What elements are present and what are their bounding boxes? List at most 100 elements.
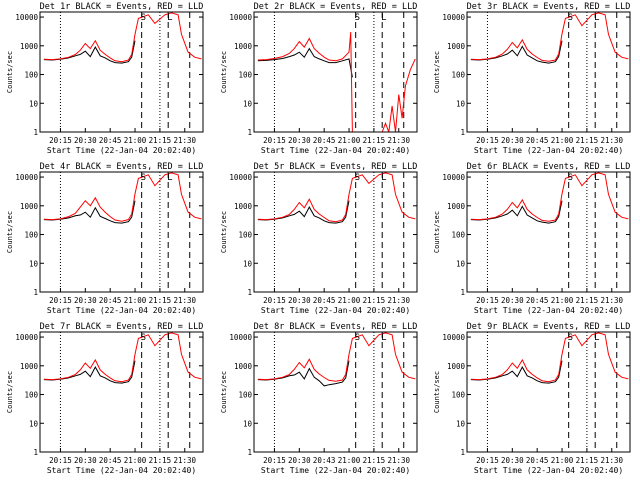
detector-panel-7: Det 7r BLACK = Events, RED = LLD Counts/s… [6, 322, 204, 475]
x-tick-label: 20:45 [99, 136, 122, 145]
y-tick-label: 10 [456, 259, 466, 268]
series-line-events [43, 360, 136, 384]
y-tick-label: 10000 [15, 333, 38, 342]
event-annotation: S [568, 13, 573, 23]
y-tick-label: 100 [238, 391, 252, 400]
x-tick-label: 21:15 [576, 456, 599, 465]
event-annotation: L [594, 333, 599, 343]
x-tick-label: 21:00 [124, 456, 147, 465]
y-tick-label: 1 [33, 288, 38, 297]
y-tick-label: 10000 [15, 173, 38, 182]
y-tick-label: 10 [29, 99, 39, 108]
x-tick-label: 20:30 [288, 296, 311, 305]
series-line-events [470, 360, 563, 384]
detector-panel-6: Det 6r BLACK = Events, RED = LLD Counts/s… [433, 162, 631, 315]
series-line-lld [257, 332, 416, 382]
x-tick-label: 20:30 [288, 136, 311, 145]
y-tick-label: 100 [24, 231, 38, 240]
x-axis-label: Start Time (22-Jan-04 20:02:40) [474, 466, 623, 475]
x-tick-label: 21:15 [576, 296, 599, 305]
x-tick-label: 21:15 [149, 296, 172, 305]
y-tick-label: 10 [456, 99, 466, 108]
panel-title: Det 9r BLACK = Events, RED = LLD [467, 322, 631, 332]
y-tick-label: 100 [451, 231, 465, 240]
series-line-lld [43, 332, 202, 383]
x-tick-label: 21:30 [600, 136, 623, 145]
detector-panel-5: Det 5r BLACK = Events, RED = LLD Counts/s… [220, 162, 418, 315]
y-tick-label: 10000 [229, 173, 252, 182]
y-tick-label: 100 [451, 391, 465, 400]
panel-title: Det 4r BLACK = Events, RED = LLD [40, 162, 204, 172]
y-tick-label: 10000 [442, 13, 465, 22]
x-tick-label: 21:15 [363, 456, 386, 465]
series-line-lld [43, 172, 202, 222]
series-line-lld [470, 172, 629, 222]
y-axis-label: Counts/sec [6, 211, 14, 253]
y-tick-label: 10000 [442, 173, 465, 182]
detector-panel-9: Det 9r BLACK = Events, RED = LLD Counts/s… [433, 322, 631, 475]
event-annotation: L [167, 333, 172, 343]
y-tick-label: 10 [29, 259, 39, 268]
y-tick-label: 1000 [20, 42, 39, 51]
x-tick-label: 21:30 [600, 456, 623, 465]
plot-frame [39, 171, 204, 293]
event-annotation: L [167, 173, 172, 183]
x-tick-label: 20:45 [313, 296, 336, 305]
panel-title: Det 1r BLACK = Events, RED = LLD [40, 2, 204, 12]
y-tick-label: 1 [33, 448, 38, 457]
event-annotation: L [381, 333, 386, 343]
event-annotation: L [381, 173, 386, 183]
series-line-events [470, 40, 563, 64]
x-tick-label: 21:00 [551, 136, 574, 145]
x-tick-label: 21:15 [363, 136, 386, 145]
x-tick-label: 20:15 [263, 136, 286, 145]
event-annotation: L [594, 173, 599, 183]
x-tick-label: 21:30 [173, 456, 196, 465]
x-tick-label: 20:45 [526, 136, 549, 145]
x-tick-label: 20:30 [74, 136, 97, 145]
y-tick-label: 10 [243, 259, 253, 268]
x-axis-label: Start Time (22-Jan-04 20:02:40) [47, 466, 196, 475]
y-tick-label: 10000 [442, 333, 465, 342]
y-tick-label: 1000 [20, 202, 39, 211]
y-axis-label: Counts/sec [433, 371, 441, 413]
event-annotation: L [381, 13, 386, 23]
series-line-events [470, 200, 563, 224]
y-tick-label: 100 [24, 391, 38, 400]
x-tick-label: 20:30 [501, 136, 524, 145]
y-tick-label: 1000 [447, 202, 466, 211]
x-tick-label: 21:30 [600, 296, 623, 305]
y-tick-label: 1000 [447, 42, 466, 51]
series-line-lld [257, 32, 416, 133]
y-axis-label: Counts/sec [433, 51, 441, 93]
panel-title: Det 5r BLACK = Events, RED = LLD [254, 162, 418, 172]
x-axis-label: Start Time (22-Jan-04 20:02:40) [47, 146, 196, 155]
series-line-events [257, 200, 350, 224]
x-tick-label: 21:15 [149, 456, 172, 465]
y-tick-label: 100 [238, 71, 252, 80]
x-tick-label: 20:30 [501, 296, 524, 305]
event-annotation: S [141, 13, 146, 23]
x-tick-label: 21:30 [387, 456, 410, 465]
detector-panel-3: Det 3r BLACK = Events, RED = LLD Counts/s… [433, 2, 631, 155]
x-tick-label: 21:00 [338, 456, 361, 465]
x-tick-label: 20:45 [313, 136, 336, 145]
y-tick-label: 1000 [234, 362, 253, 371]
x-tick-label: 21:30 [173, 296, 196, 305]
series-line-events [43, 200, 136, 224]
event-annotation: S [568, 333, 573, 343]
event-annotation: S [355, 173, 360, 183]
x-tick-label: 20:15 [49, 296, 72, 305]
x-tick-label: 20:30 [501, 456, 524, 465]
y-axis-label: Counts/sec [433, 211, 441, 253]
y-tick-label: 1000 [234, 42, 253, 51]
x-tick-label: 21:30 [173, 136, 196, 145]
y-tick-label: 1 [460, 448, 465, 457]
series-line-lld [257, 172, 416, 223]
x-tick-label: 21:15 [149, 136, 172, 145]
x-tick-label: 21:00 [338, 136, 361, 145]
y-tick-label: 100 [451, 71, 465, 80]
x-tick-label: 20:15 [476, 456, 499, 465]
series-line-events [43, 40, 136, 64]
panel-title: Det 7r BLACK = Events, RED = LLD [40, 322, 204, 332]
